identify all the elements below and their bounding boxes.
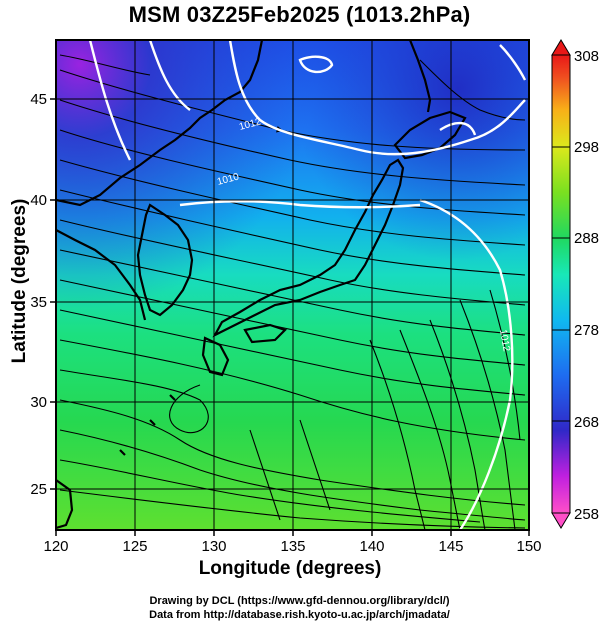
colorbar [551,39,571,529]
colorbar-tick-labels: 258 268 278 288 298 308 [574,48,599,523]
y-axis-label: Latitude (degrees) [9,198,30,364]
x-tick-125: 125 [122,538,147,555]
y-tick-35: 35 [30,294,47,311]
colorbar-tick-288: 288 [574,230,599,247]
pressure-contours [88,40,527,530]
y-tick-45: 45 [30,91,47,108]
map-title: MSM 03Z25Feb2025 (1013.2hPa) [128,2,471,27]
coastlines [56,40,467,530]
colorbar-tick-298: 298 [574,139,599,156]
colorbar-scale [551,54,571,514]
colorbar-tick-278: 278 [574,322,599,339]
x-tick-labels: 120 125 130 135 140 145 150 [43,538,541,555]
axis-ticks [50,98,530,536]
x-axis-label: Longitude (degrees) [198,558,382,579]
contour-label-3: 1012 [497,329,512,353]
x-tick-120: 120 [43,538,68,555]
y-tick-labels: 25 30 35 40 45 [30,91,47,498]
colorbar-tick-268: 268 [574,414,599,431]
x-tick-135: 135 [280,538,305,555]
colorbar-top-arrow [551,39,571,56]
colorbar-tick-258: 258 [574,506,599,523]
credit-data: Data from http://database.rish.kyoto-u.a… [149,609,450,621]
y-tick-30: 30 [30,394,47,411]
x-tick-150: 150 [516,538,541,555]
x-tick-130: 130 [201,538,226,555]
y-tick-40: 40 [30,192,47,209]
x-tick-140: 140 [359,538,384,555]
credit-drawing: Drawing by DCL (https://www.gfd-dennou.o… [149,595,450,607]
colorbar-tick-308: 308 [574,48,599,65]
lat-lon-grid [56,40,529,530]
y-tick-25: 25 [30,481,47,498]
x-tick-145: 145 [438,538,463,555]
colorbar-bottom-arrow [551,512,571,529]
